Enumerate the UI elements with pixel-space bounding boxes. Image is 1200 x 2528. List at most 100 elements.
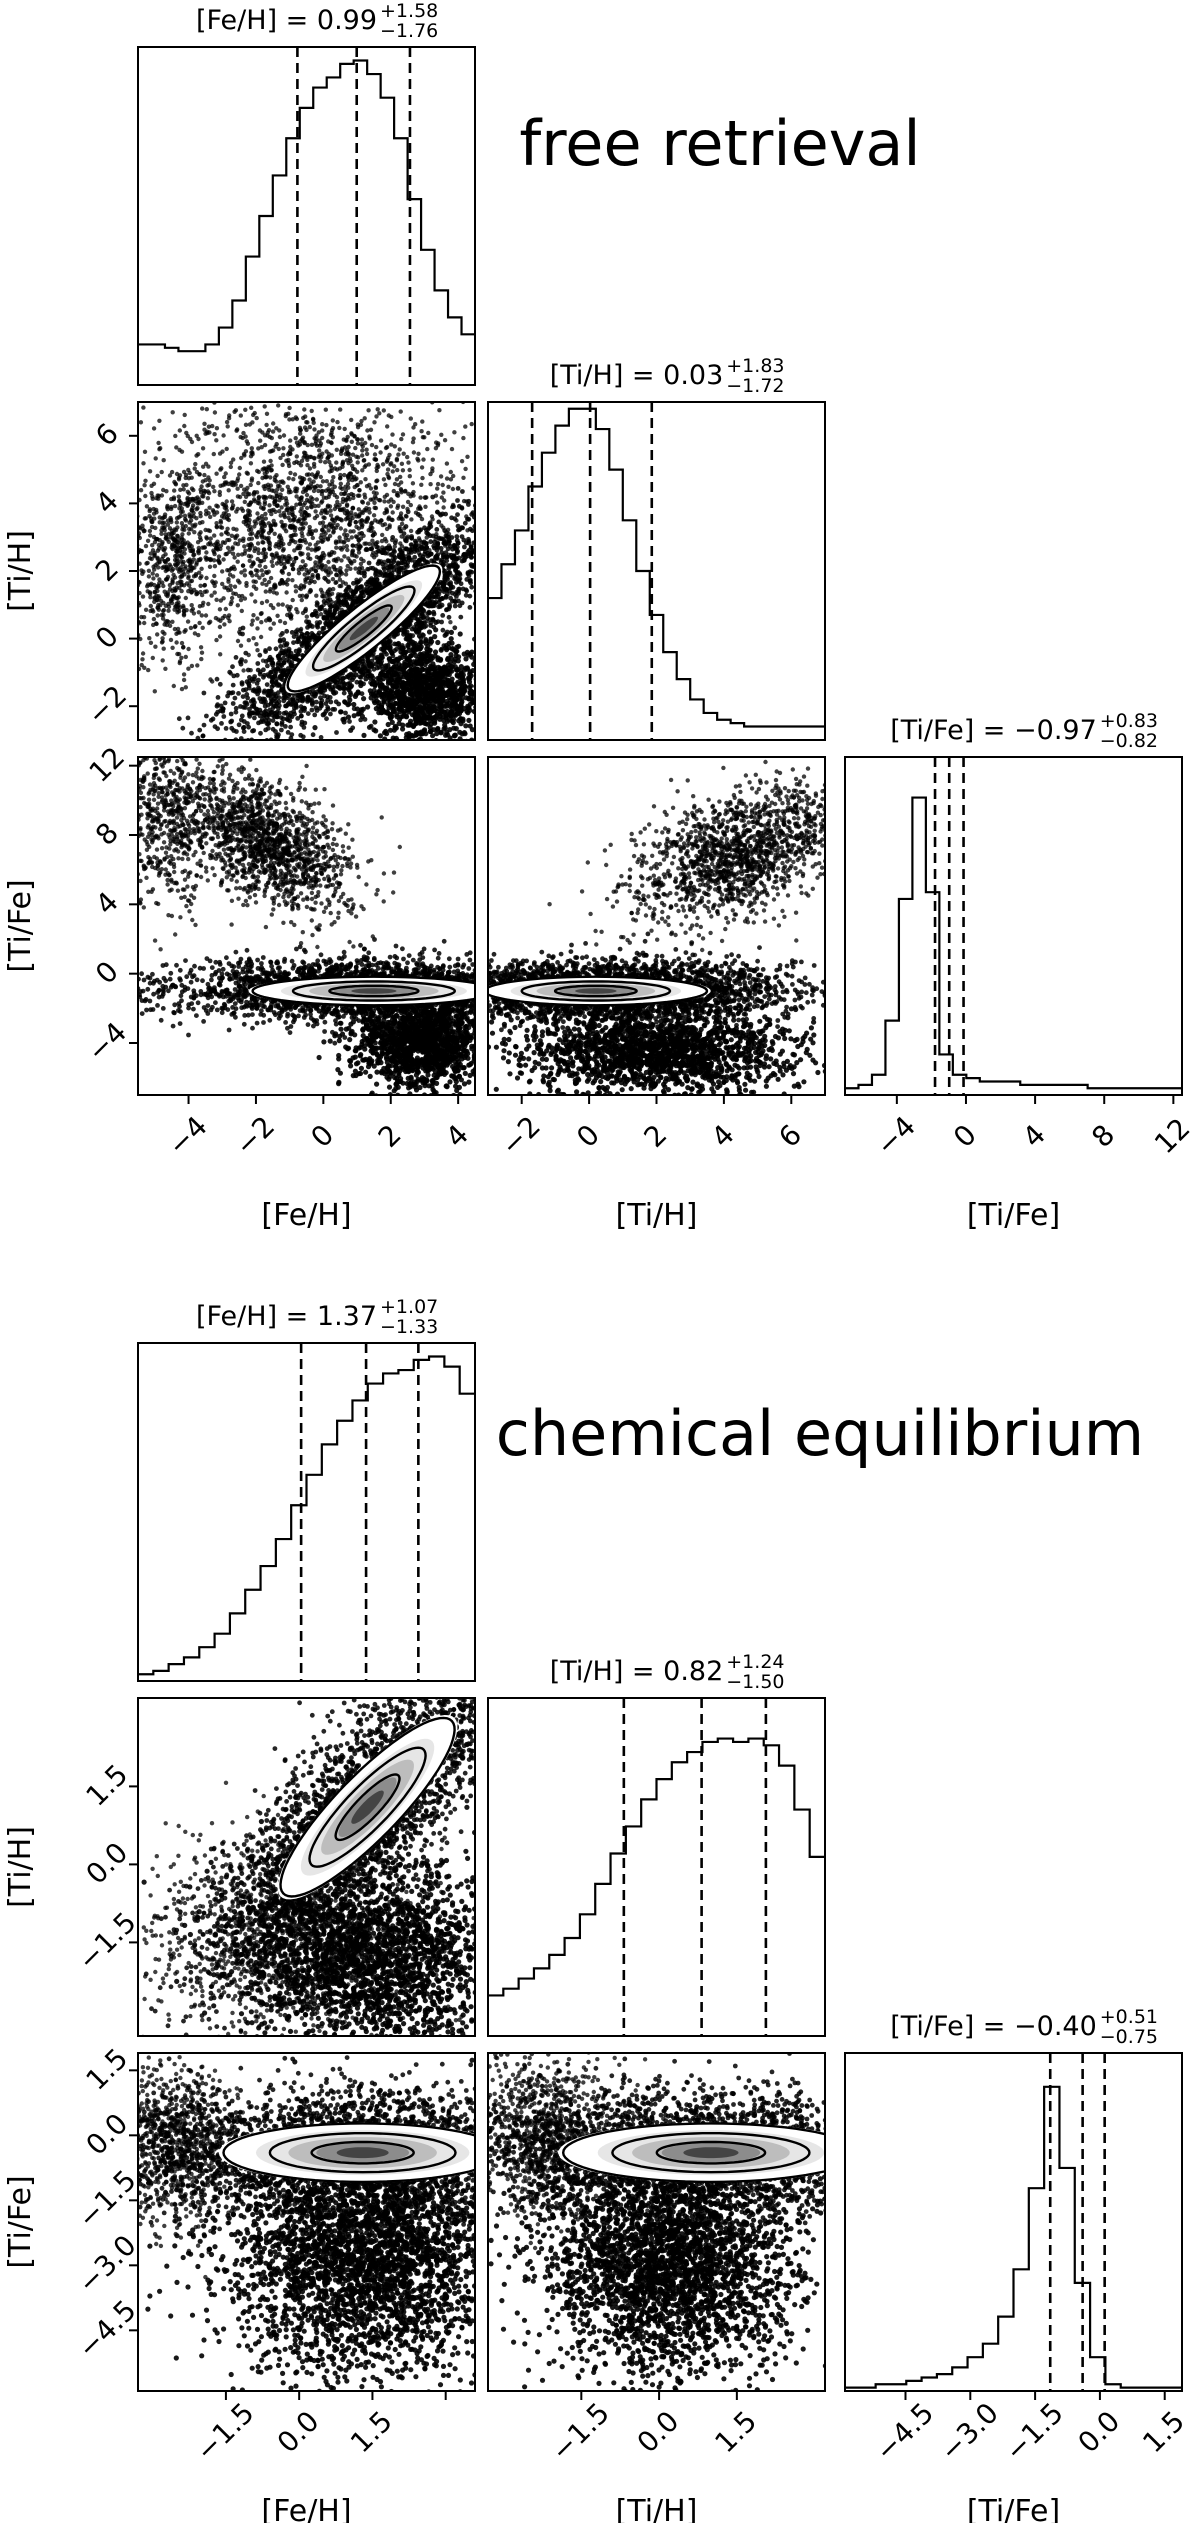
x-tick-label: −1.5 bbox=[998, 2396, 1069, 2467]
y-tick-label: −1.5 bbox=[71, 2164, 142, 2235]
x-tick-label: 0.0 bbox=[631, 2405, 686, 2460]
param-upper-error-0: +1.58 bbox=[380, 0, 438, 22]
y-tick-label: −4 bbox=[81, 1016, 134, 1069]
x-tick-label: −1.5 bbox=[189, 2396, 260, 2467]
x-axis-label: [Fe/H] bbox=[261, 1198, 351, 1233]
y-tick-label: 6 bbox=[89, 417, 125, 453]
histogram-[Fe/H] bbox=[138, 1357, 475, 1675]
panel-frame bbox=[845, 2053, 1182, 2391]
x-axis-label: [Fe/H] bbox=[261, 2494, 351, 2523]
x-tick-label: 1.5 bbox=[344, 2405, 399, 2460]
histogram-[Ti/Fe] bbox=[845, 2087, 1182, 2388]
param-title-1: [Ti/H] = 0.03 bbox=[550, 360, 724, 391]
x-axis-label: [Ti/H] bbox=[616, 1198, 698, 1233]
x-axis-label: [Ti/H] bbox=[616, 2494, 698, 2523]
x-tick-label: 0 bbox=[947, 1118, 983, 1154]
y-tick-label: 0 bbox=[89, 620, 125, 656]
figure-title: free retrieval bbox=[519, 107, 920, 180]
panel-1-1: [Ti/H] = 0.82+1.24−1.50 bbox=[488, 1651, 825, 2036]
param-upper-error-1: +1.24 bbox=[726, 1651, 784, 1673]
x-tick-label: 1.5 bbox=[1136, 2405, 1191, 2460]
panel-frame bbox=[138, 1343, 475, 1681]
param-upper-error-0: +1.07 bbox=[380, 1296, 438, 1318]
x-tick-label: −2 bbox=[229, 1110, 282, 1163]
x-tick-label: 8 bbox=[1085, 1118, 1121, 1154]
y-axis-label: [Ti/H] bbox=[3, 1826, 38, 1908]
param-upper-error-2: +0.83 bbox=[1100, 710, 1158, 732]
density-fill-core bbox=[575, 988, 617, 993]
param-upper-error-1: +1.83 bbox=[726, 355, 784, 377]
density-fill-core bbox=[351, 988, 396, 993]
y-tick-label: 1.5 bbox=[80, 1758, 135, 1813]
density-fill-core bbox=[683, 2147, 738, 2158]
param-lower-error-0: −1.33 bbox=[380, 1316, 438, 1338]
y-tick-label: 2 bbox=[89, 552, 125, 588]
x-tick-label: −4 bbox=[161, 1110, 214, 1163]
y-tick-label: 0.0 bbox=[80, 1836, 135, 1891]
x-tick-label: 12 bbox=[1148, 1112, 1197, 1161]
x-tick-label: 0 bbox=[570, 1118, 606, 1154]
x-tick-label: 4 bbox=[1016, 1118, 1052, 1154]
density-2,1 bbox=[212, 744, 943, 1119]
x-tick-label: 0 bbox=[304, 1118, 340, 1154]
y-tick-label: −1.5 bbox=[71, 1906, 142, 1977]
param-title-0: [Fe/H] = 1.37 bbox=[196, 1301, 377, 1332]
histogram-[Ti/Fe] bbox=[845, 798, 1182, 1089]
panel-0-0: [Fe/H] = 0.99+1.58−1.76 bbox=[138, 0, 475, 385]
y-tick-label: −3.0 bbox=[71, 2229, 142, 2300]
panel-frame bbox=[488, 1698, 825, 2036]
panel-1-1: [Ti/H] = 0.03+1.83−1.72 bbox=[488, 355, 825, 740]
y-tick-label: 12 bbox=[83, 740, 132, 789]
histogram-[Ti/H] bbox=[488, 1739, 825, 1996]
param-title-1: [Ti/H] = 0.82 bbox=[550, 1656, 724, 1687]
y-tick-label: 0 bbox=[89, 955, 125, 991]
panel-frame bbox=[845, 757, 1182, 1095]
y-tick-label: 1.5 bbox=[80, 2042, 135, 2097]
y-tick-label: −2 bbox=[81, 679, 134, 732]
x-tick-label: 2 bbox=[637, 1118, 673, 1154]
param-title-0: [Fe/H] = 0.99 bbox=[196, 5, 377, 36]
y-axis-label: [Ti/H] bbox=[3, 530, 38, 612]
x-tick-label: 6 bbox=[772, 1118, 808, 1154]
x-tick-label: −1.5 bbox=[545, 2396, 616, 2467]
x-tick-label: −4 bbox=[870, 1110, 923, 1163]
density-1,0 bbox=[0, 309, 576, 797]
y-axis-label: [Ti/Fe] bbox=[3, 2175, 38, 2268]
y-tick-label: 0.0 bbox=[80, 2107, 135, 2162]
panel-0-0: [Fe/H] = 1.37+1.07−1.33 bbox=[138, 1296, 475, 1681]
param-lower-error-0: −1.76 bbox=[380, 20, 438, 42]
x-tick-label: 4 bbox=[439, 1118, 475, 1154]
panel-frame bbox=[138, 47, 475, 385]
x-axis-label: [Ti/Fe] bbox=[967, 2494, 1060, 2523]
x-tick-label: −4.5 bbox=[869, 2396, 940, 2467]
param-title-2: [Ti/Fe] = −0.97 bbox=[890, 715, 1097, 746]
x-tick-label: 1.5 bbox=[708, 2405, 763, 2460]
y-axis-label: [Ti/Fe] bbox=[3, 879, 38, 972]
scatter-layer-0 bbox=[0, 309, 944, 1135]
x-tick-label: −3.0 bbox=[934, 2396, 1005, 2467]
panel-frame bbox=[488, 402, 825, 740]
y-tick-label: 4 bbox=[89, 885, 125, 921]
param-upper-error-2: +0.51 bbox=[1100, 2006, 1158, 2028]
param-lower-error-2: −0.75 bbox=[1100, 2026, 1158, 2048]
x-axis-label: [Ti/Fe] bbox=[967, 1198, 1060, 1233]
y-tick-label: 8 bbox=[89, 816, 125, 852]
y-tick-label: 4 bbox=[89, 484, 125, 520]
param-lower-error-1: −1.50 bbox=[726, 1671, 784, 1693]
y-tick-label: −4.5 bbox=[71, 2294, 142, 2365]
param-lower-error-1: −1.72 bbox=[726, 375, 784, 397]
density-1,0 bbox=[59, 1454, 641, 2123]
x-tick-label: 0.0 bbox=[271, 2405, 326, 2460]
x-tick-label: 0.0 bbox=[1071, 2405, 1126, 2460]
x-tick-label: −2 bbox=[494, 1110, 547, 1163]
density-fill-core bbox=[337, 2147, 389, 2158]
panel-2-2: [Ti/Fe] = −0.97+0.83−0.82 bbox=[845, 710, 1182, 1095]
figure-title: chemical equilibrium bbox=[496, 1397, 1144, 1470]
histogram-[Fe/H] bbox=[138, 61, 475, 352]
param-lower-error-2: −0.82 bbox=[1100, 730, 1158, 752]
param-title-2: [Ti/Fe] = −0.40 bbox=[890, 2011, 1097, 2042]
panel-2-2: [Ti/Fe] = −0.40+0.51−0.75 bbox=[845, 2006, 1182, 2391]
x-tick-label: 2 bbox=[372, 1118, 408, 1154]
